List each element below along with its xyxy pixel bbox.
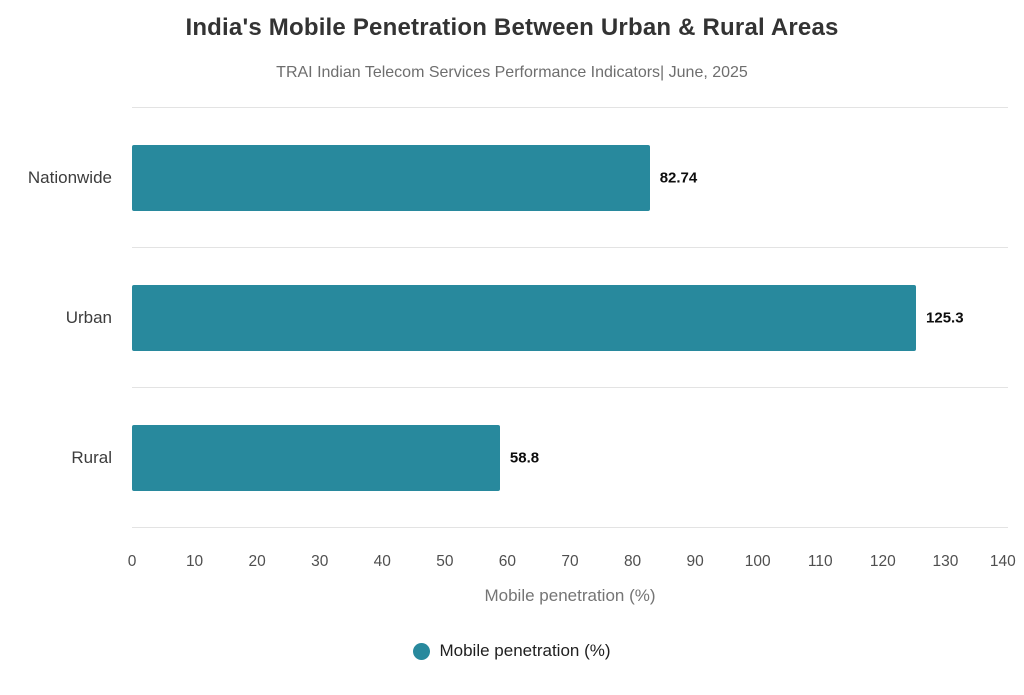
legend-swatch-icon — [413, 642, 431, 660]
x-tick-label: 90 — [686, 553, 704, 570]
value-label: 82.74 — [659, 169, 698, 186]
x-tick-label: 100 — [744, 553, 771, 570]
x-tick-label: 110 — [807, 553, 833, 570]
bar-nationwide — [132, 145, 650, 211]
x-tick-label: 70 — [561, 553, 579, 570]
x-tick-label: 30 — [311, 553, 329, 570]
chart-subtitle: TRAI Indian Telecom Services Performance… — [276, 64, 748, 81]
x-tick-label: 120 — [869, 553, 896, 570]
legend-label: Mobile penetration (%) — [439, 641, 611, 660]
x-tick-label: 0 — [127, 553, 137, 570]
x-tick-label: 60 — [498, 553, 517, 570]
bar-rural — [132, 425, 500, 491]
bar-row-nationwide: Nationwide 82.74 — [28, 108, 1008, 248]
chart-title: India's Mobile Penetration Between Urban… — [185, 14, 839, 41]
x-tick-label: 130 — [932, 553, 959, 570]
category-label: Urban — [65, 307, 112, 327]
bar-row-rural: Rural 58.8 — [71, 388, 1008, 528]
x-tick-label: 80 — [623, 553, 642, 570]
x-axis-ticks: 0 10 20 30 40 50 60 70 80 90 100 110 120 130 140 — [128, 527, 1016, 570]
plot-area: Nationwide 82.74 Urban 125.3 Rural 58.8 — [28, 107, 1008, 528]
x-tick-label: 20 — [248, 553, 266, 570]
x-axis-title: Mobile penetration (%) — [484, 586, 656, 605]
x-tick-label: 50 — [436, 553, 454, 570]
x-tick-label: 140 — [989, 553, 1016, 570]
value-label: 125.3 — [926, 309, 964, 326]
x-tick-label: 10 — [185, 553, 204, 570]
category-label: Rural — [71, 447, 112, 467]
bar-row-urban: Urban 125.3 — [66, 248, 1008, 388]
value-label: 58.8 — [509, 449, 540, 466]
legend: Mobile penetration (%) — [0, 641, 1024, 661]
x-tick-label: 40 — [373, 553, 391, 570]
bar-urban — [132, 285, 917, 351]
category-label: Nationwide — [27, 167, 112, 187]
